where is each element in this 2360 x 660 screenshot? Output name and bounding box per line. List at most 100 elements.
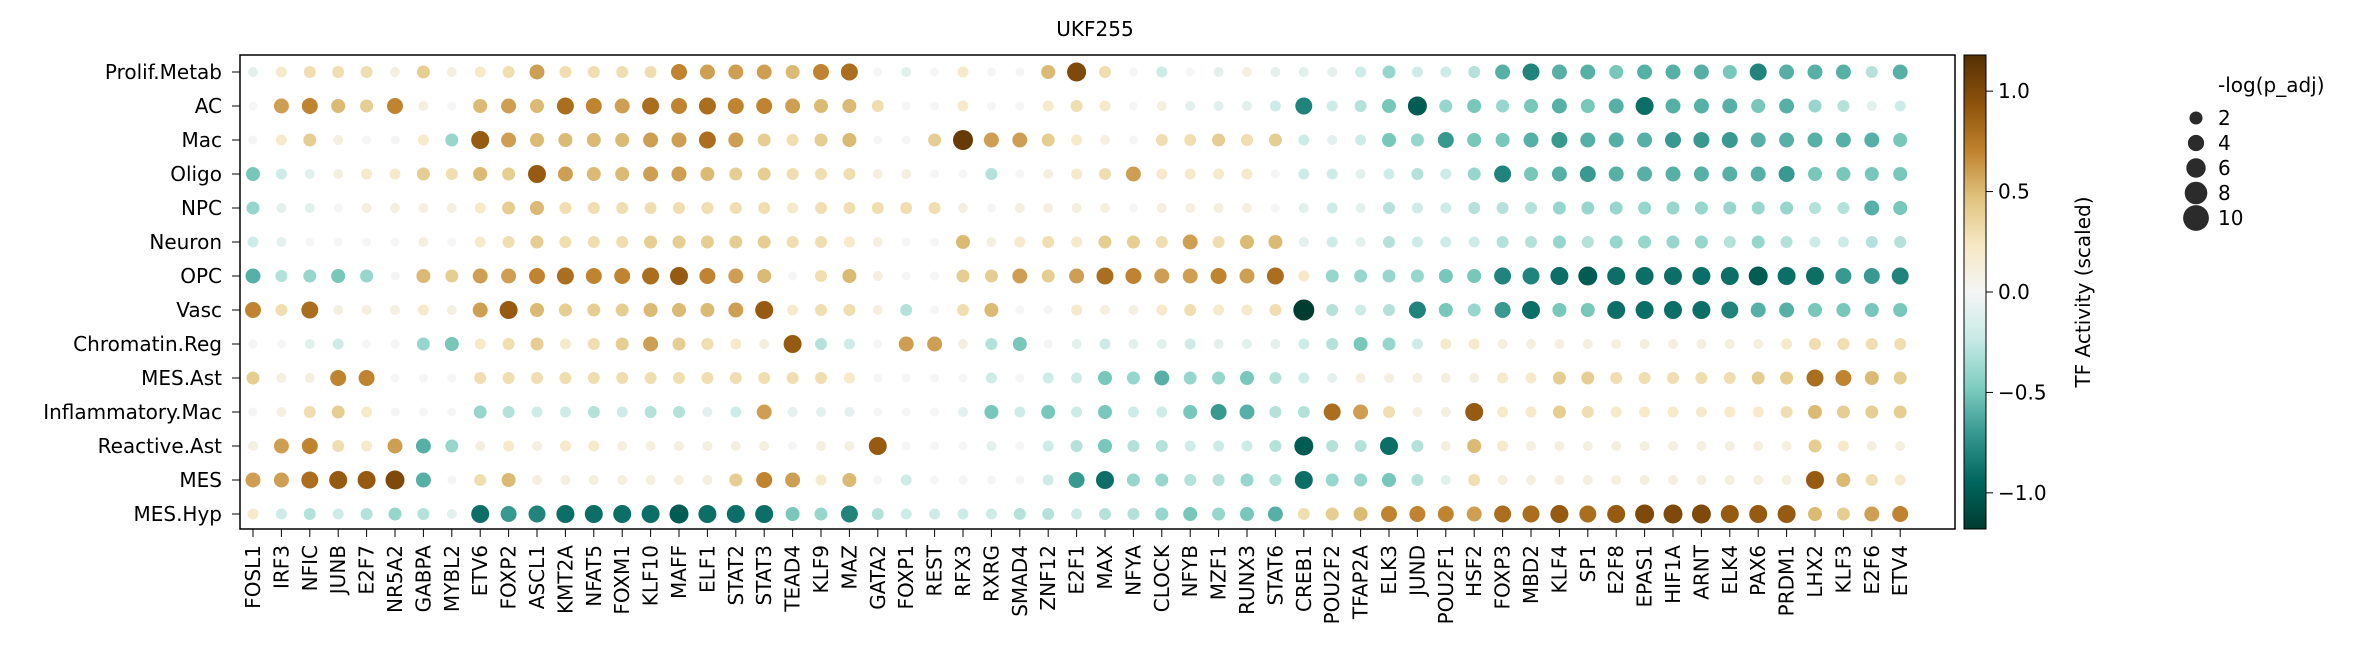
dot-reactive-ast-foxp2 [503,440,515,452]
y-tick-label: MES.Hyp [133,502,222,526]
dot-vasc-nfyb [1184,304,1197,316]
dot-inflammatory-mac-mbd2 [1525,406,1537,418]
dot-neuron-etv6 [474,236,486,248]
dot-mes-hyp-nfat5 [584,505,603,523]
dot-oligo-rxrg [985,168,998,180]
dot-neuron-arnt [1694,235,1708,249]
dot-npc-nfya [1128,203,1138,213]
dot-chromatin-reg-klf3 [1837,338,1850,350]
dot-neuron-rxrg [986,237,997,247]
dot-reactive-ast-junb [332,440,345,452]
dot-oligo-jund [1411,168,1424,180]
dot-npc-nr5a2 [390,203,400,213]
dot-mes-ast-klf10 [644,372,657,384]
dot-mes-klf4 [1554,475,1565,485]
dot-neuron-jund [1411,236,1423,248]
x-tick-label: MAZ [837,545,861,590]
dot-reactive-ast-epas1 [1639,441,1650,451]
dot-npc-etv4 [1893,201,1908,215]
dot-npc-pou2f1 [1440,202,1452,214]
dot-inflammatory-mac-mybl2 [447,407,457,417]
dot-vasc-clock [1156,304,1168,316]
dot-mes-hyp-junb [332,508,344,520]
dot-reactive-ast-prdm1 [1781,441,1792,451]
dot-mac-elk3 [1382,133,1396,147]
x-tick-labels: FOSL1 IRF3 NFIC JUNB E2F7 NR5A2 GABPA MYBL2 ETV6… [241,529,1912,624]
dot-opc-epas1 [1635,267,1654,285]
dot-mes-ast-gabpa [418,373,428,383]
dot-chromatin-reg-fosl1 [248,339,258,349]
dot-ac-klf3 [1837,100,1850,112]
dot-reactive-ast-max [1098,439,1112,453]
dot-prolif-metab-jund [1411,66,1423,78]
dot-chromatin-reg-gata2 [873,339,883,349]
dot-mac-elf1 [698,131,716,149]
x-tick-label: REST [923,544,947,596]
dot-neuron-e2f7 [362,237,372,247]
dot-inflammatory-mac-stat3 [756,404,772,420]
dot-mes-ast-mybl2 [447,373,457,383]
dot-reactive-ast-tead4 [788,441,798,451]
dot-mes-rest [930,475,940,485]
dot-neuron-epas1 [1638,235,1652,249]
dot-opc-maz [842,269,857,283]
dot-mac-rxrg [983,132,999,148]
dot-inflammatory-mac-elk4 [1724,406,1736,418]
dot-oligo-gata2 [872,169,883,179]
dot-npc-klf4 [1552,201,1566,215]
dot-reactive-ast-ascl1 [532,441,542,451]
dot-mes-hyp-stat3 [755,505,774,523]
dot-mac-foxp2 [501,132,517,148]
dot-ac-rxrg [986,101,996,111]
dot-inflammatory-mac-rxrg [984,405,999,419]
dot-mes-hyp-clock [1155,507,1169,521]
dot-inflammatory-mac-sp1 [1581,406,1594,418]
colorbar-tick-label: 0.0 [1998,280,2030,304]
dot-npc-e2f1 [1071,203,1082,213]
dot-mes-hyp-runx3 [1240,507,1254,521]
dot-prolif-metab-stat2 [728,64,744,80]
dot-ac-elk3 [1382,99,1396,113]
dot-npc-klf9 [815,202,827,214]
dot-npc-mybl2 [446,203,457,213]
dot-mac-etv6 [471,131,490,149]
dot-vasc-mbd2 [1522,301,1540,319]
dot-ac-foxp3 [1496,99,1510,113]
x-tick-label: MBD2 [1519,545,1543,604]
dot-mac-max [1100,135,1110,145]
dot-vasc-pou2f2 [1326,304,1339,316]
dot-opc-klf10 [642,267,660,285]
dot-reactive-ast-e2f7 [361,440,373,452]
dot-mes-jund [1411,474,1424,486]
dot-vasc-foxp1 [900,304,913,316]
dot-chromatin-reg-e2f8 [1611,339,1622,349]
dot-chromatin-reg-runx3 [1242,339,1252,349]
dot-prolif-metab-sp1 [1580,64,1596,80]
x-tick-label: NFIC [298,545,322,591]
dot-reactive-ast-mzf1 [1213,440,1225,452]
dot-neuron-klf3 [1837,236,1849,248]
dot-reactive-ast-etv6 [475,441,486,451]
dot-opc-runx3 [1239,268,1255,284]
dot-neuron-gata2 [872,237,883,247]
dot-inflammatory-mac-max [1098,405,1112,419]
dot-neuron-prdm1 [1780,236,1793,248]
size-legend-label: 4 [2218,131,2231,155]
dot-mac-tead4 [786,134,799,146]
dot-ac-nfyb [1185,101,1196,111]
dot-reactive-ast-rfx3 [958,441,968,451]
dot-mes-ast-mzf1 [1212,371,1226,385]
dot-prolif-metab-mbd2 [1522,63,1540,81]
dot-oligo-epas1 [1637,166,1653,182]
dot-neuron-znf12 [1042,236,1055,248]
dot-neuron-lhx2 [1809,236,1821,248]
dot-ac-maz [842,99,857,113]
dot-mes-hyp-mybl2 [446,509,457,519]
dot-mac-runx3 [1241,134,1253,146]
x-tick-label: HIF1A [1661,545,1685,604]
dot-opc-mybl2 [445,269,459,283]
dot-opc-klf3 [1835,268,1852,284]
dot-prolif-metab-irf3 [275,66,287,78]
dot-prolif-metab-ascl1 [529,64,545,80]
dot-mes-ast-elk4 [1723,372,1736,384]
